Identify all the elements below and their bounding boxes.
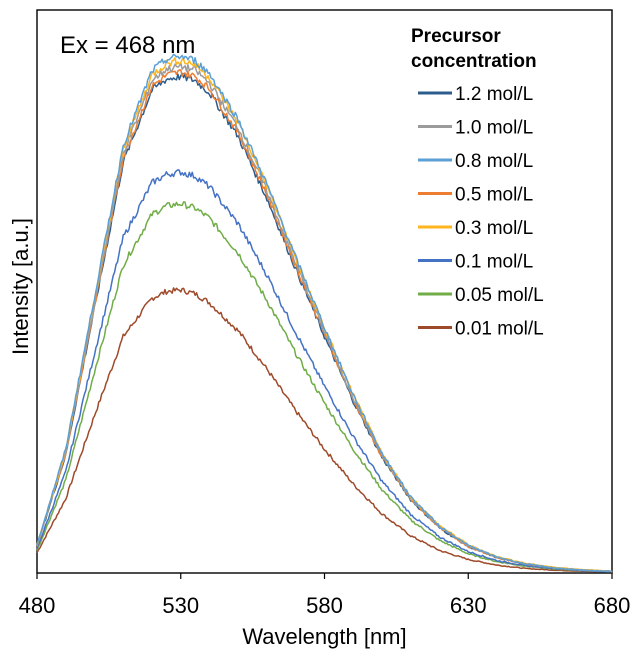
y-axis-title: Intensity [a.u.] [8,218,33,355]
legend-label: 1.0 mol/L [455,118,533,139]
x-tick-label: 480 [19,593,56,618]
legend-label: 1.2 mol/L [455,84,533,105]
x-tick-label: 630 [450,593,487,618]
legend-label: 0.8 mol/L [455,151,533,172]
x-axis-ticks: 480 530 580 630 680 [19,573,631,618]
series-line [36,53,613,573]
x-tick-label: 580 [306,593,343,618]
legend-title: Precursor [411,26,501,47]
series-line [36,61,613,573]
legend-label: 0.1 mol/L [455,252,533,273]
legend-label: 0.5 mol/L [455,185,533,206]
legend: Precursor concentration 1.2 mol/L 1.0 mol/L… [411,26,544,340]
x-axis-title: Wavelength [nm] [242,624,406,649]
annotation: Ex = 468 nm [60,32,195,59]
legend-label: 0.05 mol/L [455,285,544,306]
x-tick-label: 680 [594,593,631,618]
series-line [36,169,613,573]
legend-title: concentration [411,51,537,72]
legend-label: 0.3 mol/L [455,218,533,239]
x-tick-label: 530 [162,593,199,618]
legend-label: 0.01 mol/L [455,319,544,340]
series-line [36,287,613,573]
series-lines [36,53,613,573]
